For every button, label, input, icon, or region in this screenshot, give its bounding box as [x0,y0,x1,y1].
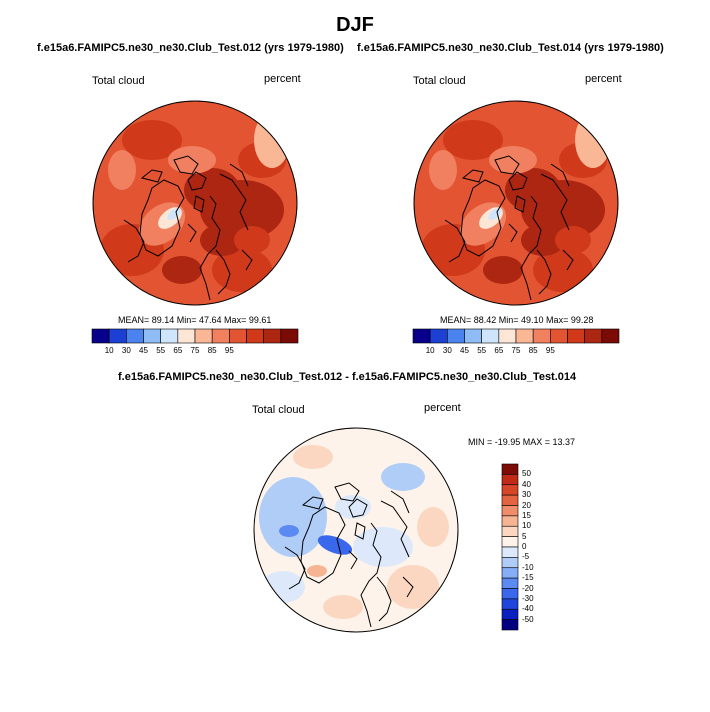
colorbar-tick-label: 55 [156,346,166,355]
colorbar-swatch [584,328,603,344]
colorbar-swatch [501,577,519,589]
colorbar-swatch [501,557,519,569]
colorbar-tick-label: 15 [522,510,531,520]
colorbar-swatch [108,328,127,344]
colorbar-tick-label: 30 [522,490,531,500]
panel-diff-colorbar-ticks: 50 40 30 20 15 10 5 0 -5 -10 -15 -20 -30 -40 -50 [522,464,552,630]
colorbar-tick-label: 40 [522,479,531,489]
colorbar-tick-label: 85 [528,346,538,355]
colorbar-tick-label: 10 [425,346,435,355]
colorbar-swatch [429,328,448,344]
colorbar-tick-label: 50 [522,469,531,479]
colorbar-tick-label: 10 [522,521,531,531]
colorbar-swatch [263,328,282,344]
colorbar-swatch [246,328,264,344]
colorbar-tick-label: -5 [522,552,530,562]
panel-a-colorbar [91,328,299,344]
colorbar-swatch [280,328,299,344]
colorbar-swatch [515,328,534,344]
panel-diff-units-label: percent [424,402,461,414]
panel-b-colorbar [412,328,620,344]
colorbar-tick-label: -15 [522,573,534,583]
colorbar-tick-label: 10 [104,346,114,355]
case-a-title: f.e15a6.FAMIPC5.ne30_ne30.Club_Test.012 … [37,42,344,54]
panel-diff-stats: MIN = -19.95 MAX = 13.37 [468,437,576,447]
colorbar-swatch [501,619,519,631]
colorbar-tick-label: -10 [522,562,534,572]
colorbar-swatch [532,328,551,344]
panel-a-stats: MEAN= 89.14 Min= 47.64 Max= 99.61 [118,315,272,325]
panel-b-variable-label: Total cloud [413,75,466,87]
colorbar-tick-label: -30 [522,593,534,603]
colorbar-swatch [567,328,585,344]
panel-b-colorbar-ticks: 10 30 45 55 65 75 85 95 [413,346,619,358]
colorbar-swatch [194,328,213,344]
colorbar-swatch [501,474,519,486]
colorbar-tick-label: 20 [522,500,531,510]
colorbar-swatch [501,463,519,475]
colorbar-tick-label: 45 [139,346,148,355]
colorbar-tick-label: 0 [522,542,527,551]
colorbar-swatch [501,525,519,537]
panel-diff-colorbar [501,463,519,631]
colorbar-swatch [501,505,519,517]
colorbar-tick-label: 65 [173,346,183,355]
colorbar-swatch [501,484,519,496]
colorbar-swatch [229,328,247,344]
panel-b-stats: MEAN= 88.42 Min= 49.10 Max= 99.28 [440,315,594,325]
colorbar-swatch [501,546,519,558]
colorbar-tick-label: 75 [190,346,200,355]
colorbar-tick-label: -20 [522,583,534,593]
colorbar-tick-label: 85 [207,346,217,355]
colorbar-swatch [447,328,465,344]
colorbar-swatch [160,328,179,344]
colorbar-tick-label: 95 [224,346,234,355]
panel-a-units-label: percent [264,73,301,85]
colorbar-swatch [501,598,519,610]
colorbar-tick-label: 45 [460,346,469,355]
colorbar-swatch [501,567,519,579]
colorbar-tick-label: 30 [442,346,452,355]
colorbar-swatch [501,494,519,506]
colorbar-tick-label: 65 [494,346,504,355]
panel-b-polar-map [413,100,619,306]
colorbar-swatch [501,515,519,527]
panel-a-variable-label: Total cloud [92,75,145,87]
colorbar-tick-label: 95 [545,346,555,355]
colorbar-tick-label: 5 [522,531,527,541]
colorbar-swatch [143,328,161,344]
panel-a-polar-map [92,100,298,306]
colorbar-swatch [498,328,517,344]
colorbar-swatch [177,328,196,344]
colorbar-swatch [91,328,110,344]
panel-a-colorbar-ticks: 10 30 45 55 65 75 85 95 [92,346,298,358]
colorbar-swatch [501,608,519,620]
case-b-title: f.e15a6.FAMIPC5.ne30_ne30.Club_Test.014 … [357,42,664,54]
colorbar-tick-label: -40 [522,604,534,614]
page-title: DJF [336,14,374,36]
colorbar-tick-label: 75 [511,346,521,355]
colorbar-tick-label: 30 [121,346,131,355]
colorbar-tick-label: -50 [522,614,534,624]
colorbar-swatch [412,328,431,344]
colorbar-tick-label: 55 [477,346,487,355]
colorbar-swatch [211,328,230,344]
colorbar-swatch [501,588,519,600]
panel-b-units-label: percent [585,73,622,85]
panel-diff-variable-label: Total cloud [252,404,305,416]
colorbar-swatch [126,328,144,344]
colorbar-swatch [601,328,620,344]
colorbar-swatch [501,536,519,548]
panel-diff-polar-map [253,427,459,633]
diff-title: f.e15a6.FAMIPC5.ne30_ne30.Club_Test.012 … [118,371,577,383]
colorbar-swatch [464,328,482,344]
colorbar-swatch [481,328,500,344]
colorbar-swatch [550,328,568,344]
